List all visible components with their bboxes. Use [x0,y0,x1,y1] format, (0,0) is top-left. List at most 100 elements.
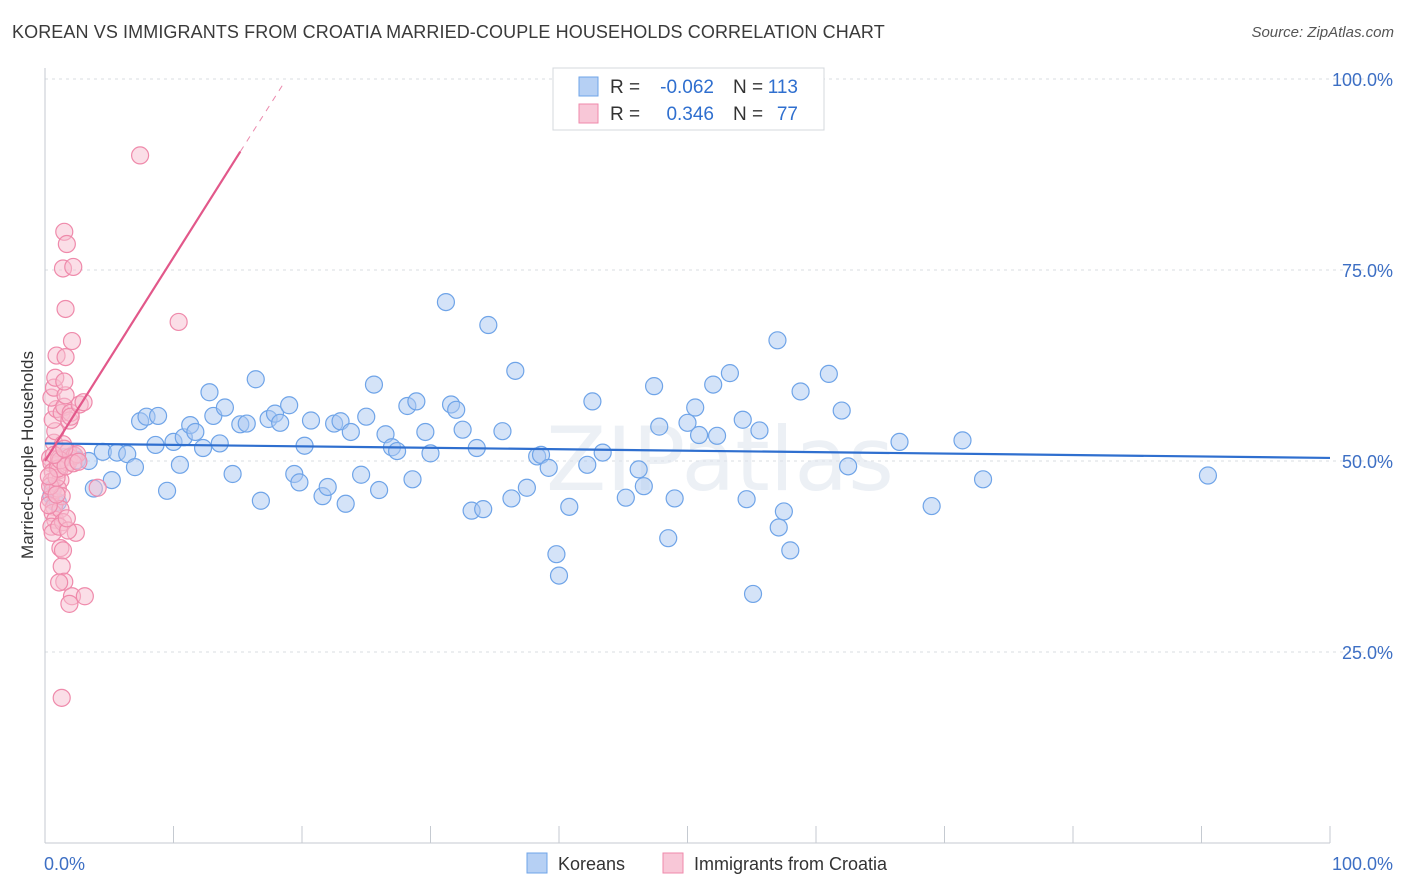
croatia-point [56,347,75,367]
croatia-point [52,557,71,576]
stats-n-label: N = [733,104,763,125]
korean-point [506,361,525,380]
korean-point [819,364,838,384]
stats-n-value: 77 [777,104,798,125]
legend-swatch-koreans [526,852,548,874]
korean-point [352,465,371,484]
korean-point [336,494,355,513]
korean-point [578,455,597,474]
korean-point [704,375,723,394]
korean-point [341,422,360,442]
stats-swatch [578,103,599,124]
croatia-point [64,257,83,277]
stats-swatch [578,76,599,97]
korean-point [547,545,566,564]
korean-point [791,382,810,401]
croatia-point [55,372,74,391]
legend-swatch-croatia [662,852,684,874]
korean-point [733,410,752,429]
korean-point [678,413,697,432]
stats-r-label: R = [610,104,640,125]
y-tick-label: 100.0% [1332,70,1393,90]
korean-point [186,422,205,442]
croatia-point [57,234,76,254]
korean-point [629,460,648,479]
stats-n-value: 113 [768,77,798,98]
korean-point [839,457,858,476]
korean-point [125,458,145,477]
legend-label-croatia: Immigrants from Croatia [694,854,888,874]
legend: Koreans Immigrants from Croatia [526,852,888,874]
korean-point [493,422,512,441]
korean-point [973,470,993,489]
croatia-point [69,452,88,471]
korean-point [453,420,472,439]
korean-point [686,398,705,417]
korean-point [743,584,763,604]
croatia-point [53,541,73,560]
korean-point [774,502,793,521]
croatia-trend-extension [239,82,285,152]
korean-point [560,497,579,516]
korean-point [290,473,309,492]
korean-point [210,434,229,453]
korean-point [707,426,727,445]
korean-point [447,400,466,419]
korean-point [193,438,213,458]
korean-point [549,566,569,585]
korean-point [769,518,788,537]
korean-point [593,443,612,462]
stats-n-label: N = [733,77,763,98]
korean-point [616,488,635,507]
croatia-point [52,688,71,707]
y-tick-label: 25.0% [1342,643,1393,663]
chart-title: KOREAN VS IMMIGRANTS FROM CROATIA MARRIE… [12,22,885,42]
stats-r-label: R = [610,77,640,98]
y-tick-label: 50.0% [1342,452,1393,472]
croatia-point [50,573,69,592]
korean-point [650,417,669,436]
korean-point [517,478,536,497]
korean-point [407,392,426,411]
legend-label-koreans: Koreans [558,854,625,874]
korean-point [436,292,456,312]
korean-point [357,407,376,426]
croatia-point [56,299,75,319]
korean-trend-line [44,442,1331,460]
korean-point [301,411,321,430]
korean-point [102,471,121,490]
croatia-point [169,312,188,332]
korean-point [539,458,558,477]
korean-point [271,413,290,432]
croatia-point [60,594,79,613]
korean-point [1198,466,1218,485]
korean-point [474,500,493,519]
x-tick-label: 100.0% [1332,854,1393,874]
korean-point [246,370,265,389]
scatter-points [39,146,1218,707]
korean-point [502,489,521,508]
korean-point [200,383,219,402]
korean-point [364,375,384,394]
croatia-point [47,485,66,504]
korean-point [479,315,498,335]
croatia-point [57,509,76,528]
korean-point [644,377,664,396]
korean-point [387,441,407,461]
croatia-point [62,331,82,351]
korean-point [720,364,740,383]
korean-point [953,431,972,450]
korean-point [416,422,435,442]
korean-point [768,331,787,350]
korean-point [634,477,653,496]
croatia-point [88,478,107,497]
y-axis-label: Married-couple Households [18,351,37,559]
korean-point [148,406,168,426]
stats-r-value: -0.062 [660,77,714,98]
korean-point [223,464,242,484]
korean-point [215,398,234,417]
korean-point [832,401,851,420]
korean-point [170,455,190,474]
korean-point [689,425,709,445]
